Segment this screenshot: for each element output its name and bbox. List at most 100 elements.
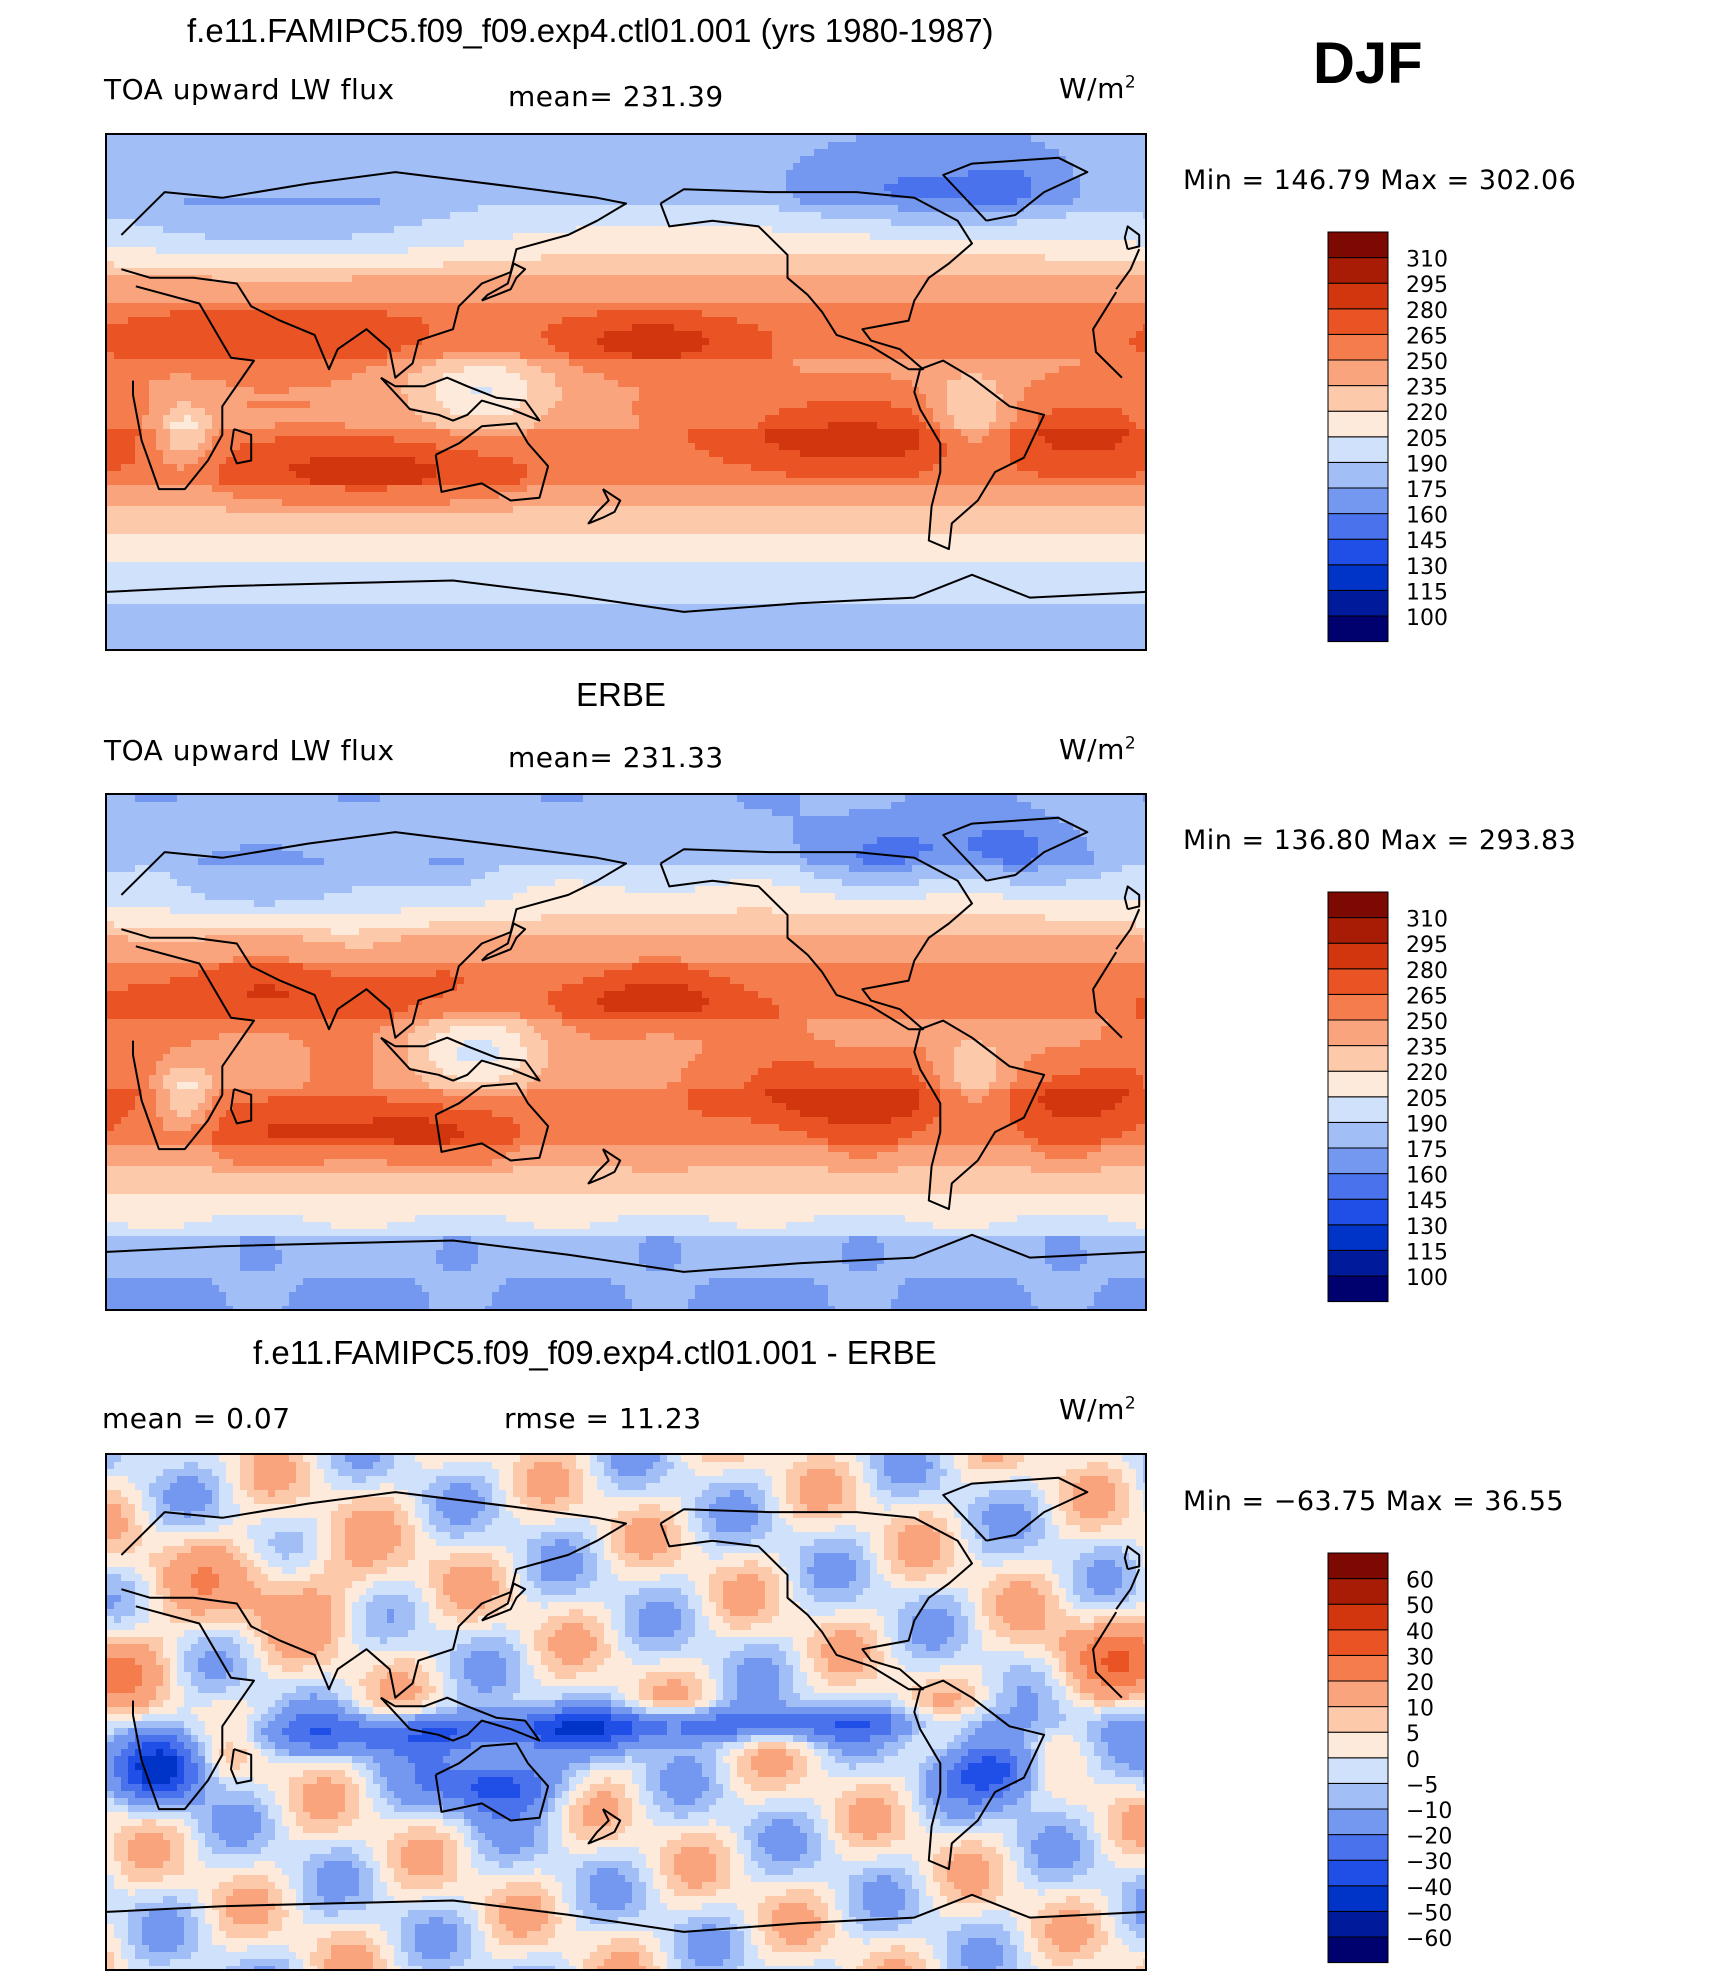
colorbar-2-label: 235: [1406, 1036, 1448, 1061]
colorbar-1-box-3: [1327, 538, 1389, 566]
coastline-japan: [481, 922, 527, 962]
colorbar-3-box-9: [1327, 1706, 1389, 1733]
colorbar-1-label: 145: [1406, 529, 1448, 554]
map-2-cells: [107, 795, 1145, 1309]
coastline-madagascar: [230, 428, 253, 465]
colorbar-3-box-3: [1327, 1859, 1389, 1887]
panel-2-units-label: W/m2: [1059, 733, 1136, 766]
colorbar-3-label: 0: [1406, 1748, 1420, 1773]
coastline-africa: [132, 285, 1123, 491]
colorbar-2-label: 115: [1406, 1240, 1448, 1265]
colorbar-2-label: 280: [1406, 959, 1448, 984]
panel-3-mean-label: mean = 0.07: [102, 1402, 291, 1435]
colorbar-2-label: 100: [1406, 1266, 1448, 1291]
coastline-southAmerica: [913, 1019, 1046, 1211]
colorbar-1-box-5: [1327, 487, 1389, 515]
coastline-africa: [132, 945, 1123, 1151]
panel-3-colorbar: 60 50 40 30 20 10 5 0 −5 −10 −20 −30 −40 −50 −60: [1327, 1552, 1498, 1965]
colorbar-3-box-0: [1327, 1936, 1389, 1964]
colorbar-2-box-7: [1327, 1096, 1389, 1123]
colorbar-3-label: 5: [1406, 1722, 1420, 1747]
colorbar-1-box-11: [1327, 333, 1389, 361]
panel-1-mean-label: mean= 231.39: [508, 80, 724, 113]
coastline-australia: [434, 1082, 550, 1162]
colorbar-3-label: −20: [1406, 1825, 1452, 1850]
colorbar-2-label: 205: [1406, 1087, 1448, 1112]
colorbar-3-box-2: [1327, 1885, 1389, 1912]
colorbar-3-label: −10: [1406, 1799, 1452, 1824]
colorbar-3-box-1: [1327, 1910, 1389, 1938]
panel-1-minmax: Min = 146.79 Max = 302.06: [1183, 165, 1576, 196]
colorbar-2-label: 130: [1406, 1215, 1448, 1240]
colorbar-3-box-13: [1327, 1603, 1389, 1631]
colorbar-3-label: 10: [1406, 1697, 1434, 1722]
colorbar-2-label: 175: [1406, 1138, 1448, 1163]
panel-3-map: [105, 1453, 1147, 1971]
colorbar-1-label: 235: [1406, 376, 1448, 401]
colorbar-1-label: 265: [1406, 324, 1448, 349]
colorbar-2-box-12: [1327, 968, 1389, 995]
coastline-newZealand: [587, 1148, 622, 1185]
colorbar-1-box-14: [1327, 257, 1389, 284]
colorbar-3-label: 30: [1406, 1645, 1434, 1670]
coastline-antarctica: [107, 1233, 1145, 1273]
colorbar-3-label: 50: [1406, 1594, 1434, 1619]
colorbar-1-label: 130: [1406, 555, 1448, 580]
map-1-cells: [107, 135, 1145, 649]
colorbar-2-label: 295: [1406, 933, 1448, 958]
coastline-madagascar: [230, 1088, 253, 1125]
colorbar-3-box-15: [1327, 1552, 1389, 1580]
coastline-europeAsia: [120, 831, 1141, 1039]
colorbar-1-box-13: [1327, 282, 1389, 310]
colorbar-2-box-5: [1327, 1147, 1389, 1175]
colorbar-1-box-2: [1327, 564, 1389, 591]
colorbar-3-label: −40: [1406, 1876, 1452, 1901]
colorbar-1-label: 100: [1406, 606, 1448, 631]
colorbar-2-box-3: [1327, 1198, 1389, 1226]
colorbar-1-box-6: [1327, 461, 1389, 489]
colorbar-2-box-6: [1327, 1121, 1389, 1149]
coastline-africa: [132, 1605, 1123, 1811]
colorbar-2-box-0: [1327, 1275, 1389, 1303]
coastline-southAmerica: [913, 359, 1046, 551]
panel-1-colorbar: 310 295 280 265 250 235 220 205 190 175 160 145 130 1…: [1327, 231, 1498, 644]
colorbar-1-box-7: [1327, 436, 1389, 463]
colorbar-2-label: 220: [1406, 1061, 1448, 1086]
coastline-uk: [1123, 225, 1141, 251]
colorbar-3-box-7: [1327, 1757, 1389, 1784]
colorbar-2-box-2: [1327, 1224, 1389, 1251]
coastline-australia: [434, 1742, 550, 1822]
colorbar-3-box-12: [1327, 1629, 1389, 1656]
colorbar-2-label: 145: [1406, 1189, 1448, 1214]
coastline-antarctica: [107, 573, 1145, 613]
colorbar-2-label: 190: [1406, 1112, 1448, 1137]
colorbar-3-box-11: [1327, 1654, 1389, 1682]
panel-1-map: [105, 133, 1147, 651]
colorbar-3-box-5: [1327, 1808, 1389, 1836]
colorbar-1-label: 160: [1406, 504, 1448, 529]
colorbar-3-label: −30: [1406, 1850, 1452, 1875]
colorbar-3-label: −5: [1406, 1773, 1438, 1798]
colorbar-2-box-11: [1327, 993, 1389, 1021]
colorbar-1-box-8: [1327, 410, 1389, 438]
map-3-cells: [107, 1455, 1145, 1969]
coastline-australia: [434, 422, 550, 502]
colorbar-2-label: 250: [1406, 1010, 1448, 1035]
coastline-northAmerica: [659, 188, 973, 371]
coastline-europeAsia: [120, 171, 1141, 379]
colorbar-1-label: 220: [1406, 401, 1448, 426]
panel-2-minmax: Min = 136.80 Max = 293.83: [1183, 825, 1576, 856]
colorbar-1-label: 175: [1406, 478, 1448, 503]
coastline-japan: [481, 262, 527, 302]
colorbar-3-label: −60: [1406, 1927, 1452, 1952]
panel-3-title: f.e11.FAMIPC5.f09_f09.exp4.ctl01.001 - E…: [253, 1334, 937, 1372]
colorbar-3-box-10: [1327, 1680, 1389, 1708]
colorbar-1-box-9: [1327, 385, 1389, 412]
coastline-greenland: [942, 816, 1089, 882]
panel-1-contour-field: [107, 135, 1145, 649]
panel-1-variable-label: TOA upward LW flux: [104, 73, 395, 106]
map-3-coastlines: [107, 1476, 1145, 1933]
colorbar-2-label: 160: [1406, 1164, 1448, 1189]
colorbar-2-box-13: [1327, 942, 1389, 970]
coastline-japan: [481, 1582, 527, 1622]
